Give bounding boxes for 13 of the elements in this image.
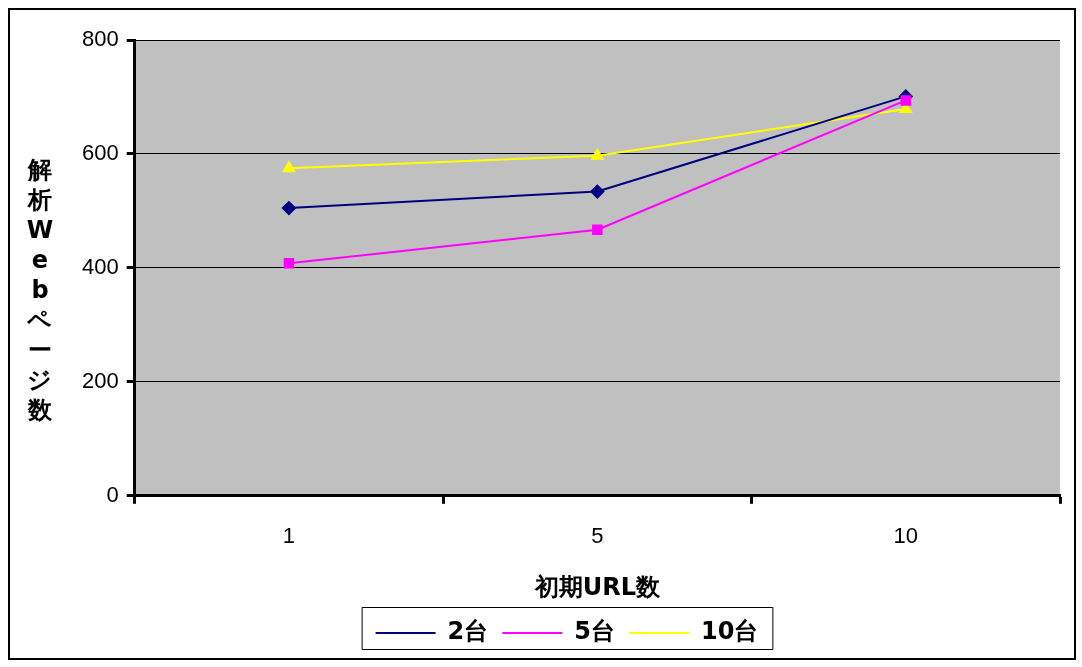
legend-label: 2台 xyxy=(447,617,489,646)
x-tick-label: 1 xyxy=(282,523,296,549)
x-tick-label: 10 xyxy=(893,523,919,549)
x-axis-title: 初期URL数 xyxy=(533,572,661,601)
x-tick-label: 5 xyxy=(591,523,604,549)
y-tick-label: 600 xyxy=(81,140,119,166)
legend-label: 5台 xyxy=(574,617,615,646)
y-tick-label: 400 xyxy=(81,253,119,279)
text: 解析Webページ数 xyxy=(26,156,54,424)
y-tick-label: 200 xyxy=(81,367,119,393)
y-tick-label: 800 xyxy=(81,26,119,52)
y-tick-label: 0 xyxy=(106,481,119,507)
legend-label: 10台 xyxy=(701,617,759,646)
